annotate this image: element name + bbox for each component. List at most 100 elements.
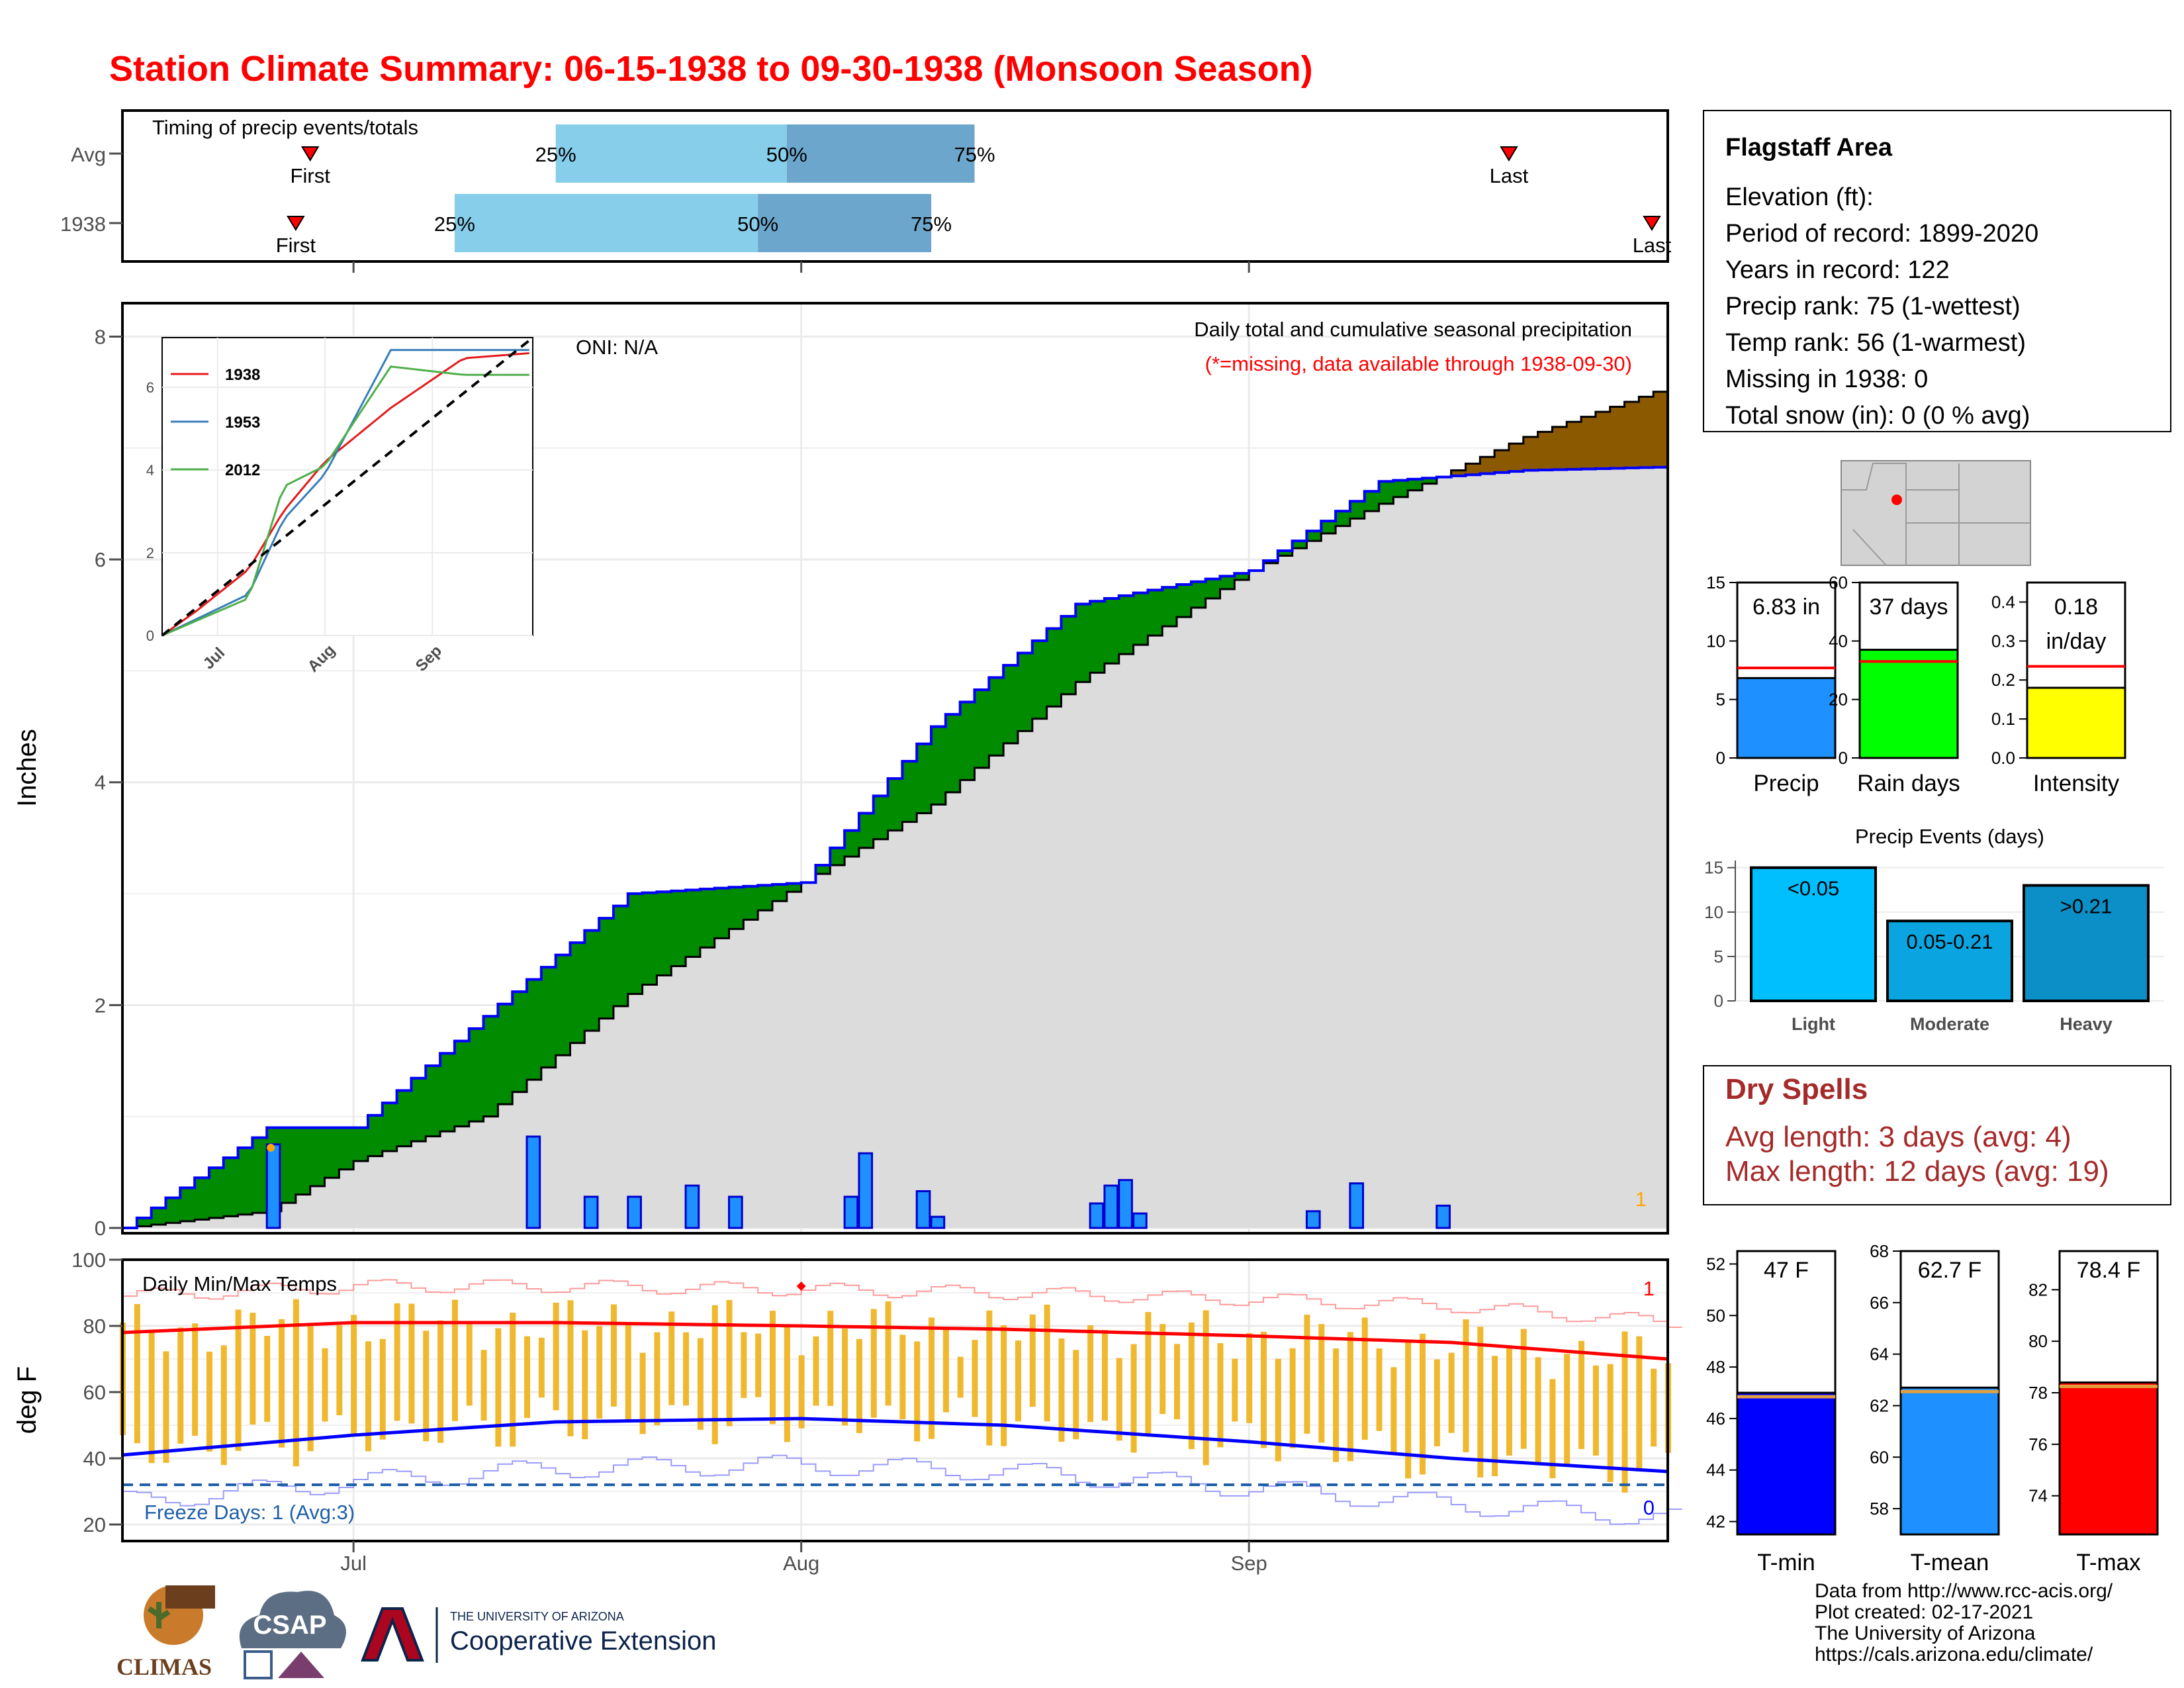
temp-count-bottom: 0	[1643, 1496, 1655, 1519]
climas-text: CLIMAS	[116, 1654, 212, 1680]
precip-y-tick-label: 0	[95, 1217, 106, 1240]
precip-above-normal-area	[1133, 592, 1148, 645]
precip-above-normal-area	[454, 1041, 470, 1127]
daily-temp-range-bar	[1001, 1325, 1007, 1446]
daily-temp-range-bar	[610, 1304, 617, 1407]
precip-below-normal-area	[1653, 391, 1668, 467]
mini-bar-tick-label: 0	[1716, 748, 1725, 768]
daily-temp-range-bar	[596, 1326, 603, 1419]
precip-above-normal-area	[743, 886, 758, 920]
precip-above-normal-area	[1234, 573, 1250, 580]
precip-above-normal-area	[786, 883, 802, 892]
precip-above-normal-area	[310, 1127, 326, 1186]
daily-temp-range-bar	[1058, 1338, 1065, 1442]
precip-above-normal-area	[483, 1016, 498, 1117]
daily-precip-bar	[915, 1190, 931, 1229]
event-bar	[1750, 866, 1877, 1002]
precip-above-normal-area	[180, 1188, 195, 1221]
inset-y-tick-label: 6	[146, 379, 154, 396]
daily-temp-range-bar	[206, 1351, 212, 1452]
daily-temp-range-bar	[929, 1317, 935, 1439]
station-info-line: Total snow (in): 0 (0 % avg)	[1725, 402, 2030, 430]
temp-bar-tick-label: 58	[1870, 1499, 1889, 1519]
daily-temp-range-bar	[553, 1302, 559, 1411]
daily-temp-range-bar	[220, 1345, 227, 1466]
precip-below-normal-area	[1567, 422, 1582, 469]
daily-precip-bar	[930, 1215, 946, 1229]
precip-above-normal-area	[686, 890, 701, 957]
timing-p75-label: 75%	[954, 143, 995, 166]
mini-bar-tick-label: 0.2	[1991, 670, 2015, 690]
daily-temp-range-bar	[250, 1313, 256, 1425]
precip-below-normal-area	[1581, 416, 1596, 469]
daily-precip-bar	[583, 1196, 599, 1229]
mini-bar-tick-label: 60	[1829, 573, 1848, 592]
daily-precip-bar	[525, 1135, 541, 1229]
daily-temp-range-bar	[813, 1336, 819, 1406]
precip-above-normal-area	[1075, 604, 1091, 682]
precip-above-normal-area	[917, 743, 932, 814]
events-title: Precip Events (days)	[1855, 825, 2044, 848]
csap-logo: CSAP	[239, 1591, 346, 1679]
temp-y-tick-label: 60	[83, 1381, 106, 1404]
mini-bar-tick-label: 10	[1706, 631, 1725, 651]
precip-above-normal-area	[729, 887, 744, 929]
daily-temp-range-bar	[1029, 1314, 1036, 1407]
mini-bar-value	[1736, 677, 1837, 759]
daily-temp-range-bar	[1246, 1333, 1253, 1423]
daily-temp-range-bar	[1651, 1368, 1657, 1447]
record-low-line	[122, 1454, 1682, 1525]
temp-bar-tick-label: 76	[2028, 1434, 2048, 1454]
daily-temp-range-bar	[1188, 1322, 1195, 1450]
csap-mountain-icon	[278, 1652, 324, 1678]
precip-above-normal-area	[772, 884, 788, 902]
credit-line: Plot created: 02-17-2021	[1815, 1601, 2034, 1623]
location-map	[1841, 460, 2031, 566]
daily-temp-range-bar	[1506, 1345, 1512, 1456]
precip-above-normal-area	[1003, 665, 1019, 743]
inset-legend-label: 1953	[225, 414, 260, 432]
precip-above-normal-area	[627, 894, 643, 994]
temp-bar-tick-label: 82	[2028, 1280, 2048, 1299]
observed-cumulative-line	[122, 465, 1669, 1229]
precip-above-normal-area	[1191, 581, 1206, 608]
precip-base-area	[122, 467, 1668, 1229]
precip-above-normal-area	[657, 892, 672, 976]
daily-temp-range-bar	[134, 1303, 140, 1444]
climas-logo: CLIMAS	[116, 1585, 215, 1680]
temp-bar-tick-label: 42	[1706, 1512, 1725, 1532]
record-high-marker-icon	[796, 1282, 806, 1291]
precip-above-normal-area	[324, 1127, 340, 1178]
temp-bar-tick-label: 60	[1870, 1447, 1889, 1467]
precip-above-normal-area	[1306, 531, 1322, 541]
last-event-marker-icon	[1643, 216, 1661, 231]
daily-temp-range-bar	[524, 1336, 531, 1419]
precip-above-normal-area	[498, 1004, 513, 1105]
climas-cactus-icon	[147, 1602, 171, 1628]
daily-temp-range-bar	[1535, 1357, 1541, 1466]
daily-temp-range-bar	[683, 1332, 690, 1406]
daily-precip-bar	[627, 1196, 642, 1229]
temp-bar-value-label: 47 F	[1764, 1258, 1809, 1283]
precip-above-normal-area	[195, 1178, 210, 1220]
precip-above-normal-area	[1422, 478, 1437, 484]
precip-above-normal-area	[382, 1103, 398, 1152]
event-bar-label: Light	[1792, 1014, 1835, 1034]
daily-temp-range-bar	[437, 1320, 444, 1443]
precip-above-normal-area	[599, 918, 614, 1019]
precip-below-normal-area	[1508, 444, 1524, 472]
temp-bar-tick-label: 64	[1870, 1344, 1889, 1364]
last-event-label: Last	[1633, 234, 1672, 257]
record-high-line	[122, 1279, 1682, 1329]
precip-y-tick-label: 2	[95, 994, 106, 1017]
mini-bar-value-label: 0.18	[2054, 594, 2098, 620]
precip-above-normal-area	[151, 1207, 166, 1225]
event-bar-value-label: >0.21	[2060, 895, 2112, 918]
daily-temp-range-bar	[870, 1309, 877, 1418]
daily-temp-range-bar	[1492, 1356, 1498, 1477]
precip-above-normal-area	[714, 888, 730, 939]
daily-temp-range-bar	[1420, 1333, 1426, 1475]
precip-y-tick-label: 6	[95, 548, 106, 571]
timing-bar-lower	[454, 194, 758, 252]
temp-bar-label: T-mean	[1911, 1550, 1989, 1575]
